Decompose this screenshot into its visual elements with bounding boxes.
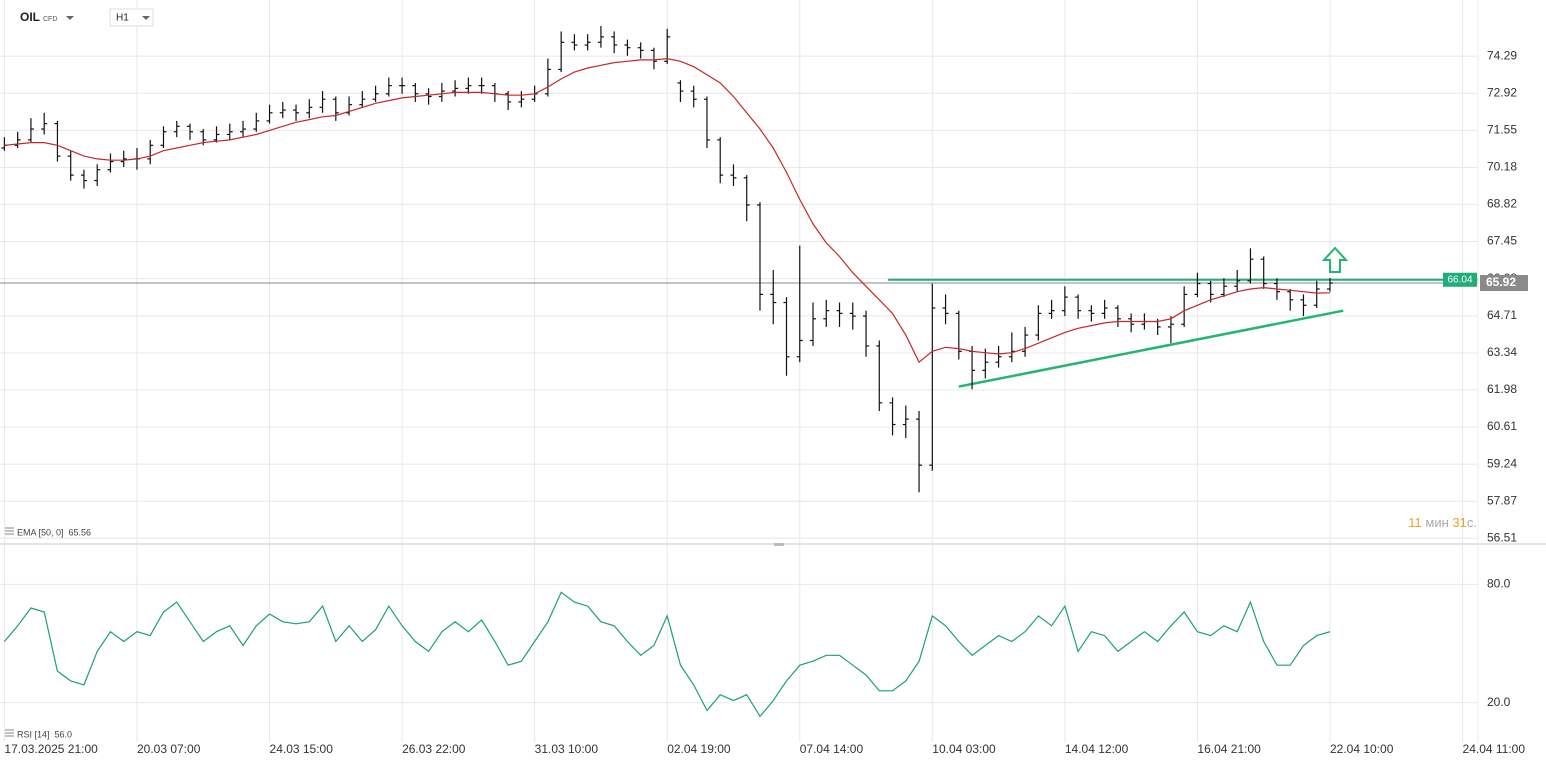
legend-name: EMA [50, 0] <box>17 527 64 537</box>
countdown-seconds-unit: с. <box>1467 515 1477 530</box>
countdown: 11 мин 31с. <box>1408 515 1477 530</box>
legend-value: 65.56 <box>69 527 92 537</box>
x-tick-label: 17.03.2025 21:00 <box>4 742 98 756</box>
current-price-box <box>1480 275 1528 292</box>
x-tick-label: 20.03 07:00 <box>137 742 201 756</box>
legend-icon <box>5 527 14 535</box>
y-tick-label: 57.87 <box>1487 493 1517 507</box>
pane-resize-handle[interactable] <box>774 543 784 546</box>
x-tick-label: 31.03 10:00 <box>535 742 599 756</box>
y-tick-label: 80.0 <box>1487 577 1511 591</box>
level-label: 66.04 <box>1447 274 1472 285</box>
y-tick-label: 71.55 <box>1487 123 1517 137</box>
dropdown-caret <box>142 16 150 20</box>
y-tick-label: 20.0 <box>1487 695 1511 709</box>
y-tick-label: 70.18 <box>1487 160 1517 174</box>
y-tick-label: 72.92 <box>1487 85 1517 99</box>
countdown-seconds: 31 <box>1452 515 1466 530</box>
legend-value: 56.0 <box>55 729 73 739</box>
x-tick-label: 26.03 22:00 <box>402 742 466 756</box>
x-tick-label: 14.04 12:00 <box>1065 742 1129 756</box>
dropdown-caret <box>66 16 74 20</box>
x-tick-label: 24.03 15:00 <box>270 742 334 756</box>
indicator-line <box>4 57 1331 364</box>
level-label-box <box>1443 272 1477 287</box>
legend-name: RSI [14] <box>17 729 50 739</box>
y-tick-label: 63.34 <box>1487 345 1517 359</box>
countdown-minutes: 11 <box>1408 515 1422 530</box>
countdown-minutes-unit: мин <box>1425 515 1448 530</box>
y-tick-label: 61.98 <box>1487 382 1517 396</box>
y-tick-label: 59.24 <box>1487 456 1517 470</box>
symbol: OIL <box>20 10 40 24</box>
y-tick-label: 64.71 <box>1487 308 1517 322</box>
y-tick-label: 60.61 <box>1487 419 1517 433</box>
timeframe-selector[interactable]: H1 <box>109 8 154 27</box>
x-tick-label: 22.04 10:00 <box>1330 742 1394 756</box>
y-tick-label: 56.51 <box>1487 530 1517 544</box>
rsi-legend[interactable]: RSI [14] 56.0 <box>5 729 72 739</box>
x-tick-label: 16.04 21:00 <box>1197 742 1261 756</box>
x-tick-label: 24.04 11:00 <box>1463 742 1526 756</box>
symbol-selector[interactable]: OIL CFD <box>20 10 74 24</box>
y-tick-label: 68.82 <box>1487 197 1517 211</box>
x-tick-label: 02.04 19:00 <box>667 742 731 756</box>
price-labels: 17.03.2025 21:00 20.03 07:00 24.03 15:00 26… <box>4 272 1528 756</box>
up-arrow <box>1321 246 1349 273</box>
x-tick-label: 10.04 03:00 <box>932 742 996 756</box>
trendline <box>958 309 1344 388</box>
current-price-label: 65.92 <box>1486 275 1516 289</box>
symbol-type: CFD <box>43 16 57 23</box>
ema-legend[interactable]: EMA [50, 0] 65.56 <box>5 527 91 537</box>
plot <box>0 26 1478 718</box>
x-tick-label: 07.04 14:00 <box>800 742 864 756</box>
y-tick-label: 74.29 <box>1487 48 1517 62</box>
timeframe: H1 <box>116 13 129 24</box>
grid: 56.5157.8759.2460.6161.9863.3464.7166.08… <box>0 0 1517 742</box>
indicator-line <box>3 591 1331 718</box>
legend-icon <box>5 729 14 737</box>
timeframe-box <box>109 8 154 27</box>
y-tick-label: 67.45 <box>1487 234 1517 248</box>
